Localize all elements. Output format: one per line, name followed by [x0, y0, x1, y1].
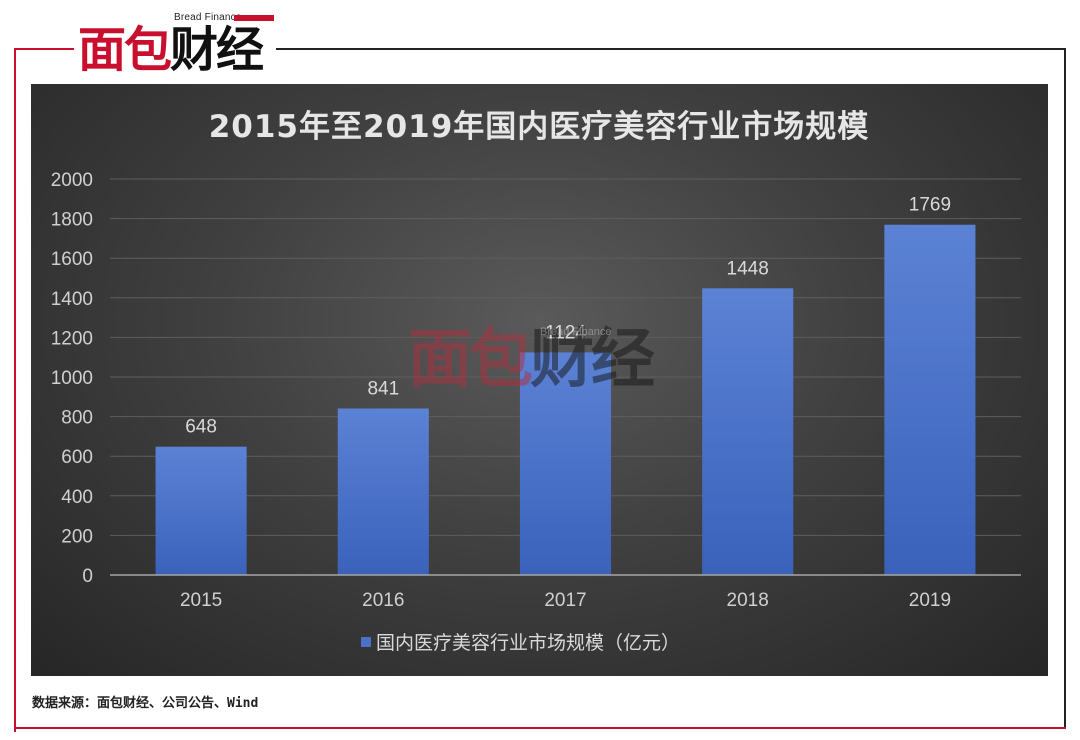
bar-2018 — [702, 288, 794, 575]
brand-wordmark-rest: 财经 — [170, 22, 264, 78]
brand-wordmark: 面包财经 — [78, 22, 264, 78]
data-label-2016: 841 — [367, 378, 399, 399]
y-tick-label: 400 — [61, 487, 93, 508]
legend-swatch — [361, 637, 371, 647]
bar-2015 — [155, 446, 247, 575]
bar-2017 — [519, 352, 612, 575]
frame-bottom-border — [14, 727, 1066, 729]
legend-label: 国内医疗美容行业市场规模（亿元） — [376, 632, 680, 654]
y-tick-label: 600 — [61, 447, 93, 468]
y-tick-label: 2000 — [51, 170, 93, 191]
frame-right-border — [1064, 48, 1066, 728]
brand-wordmark-accent: 面包 — [78, 22, 172, 78]
x-tick-label: 2015 — [180, 590, 222, 611]
source-note: 数据来源：面包财经、公司公告、Wind — [32, 696, 259, 711]
data-label-2017: 1124 — [545, 322, 586, 343]
data-label-2018: 1448 — [727, 258, 769, 279]
frame-top-left-border — [14, 48, 74, 50]
axes: 0 200 400 600 800 1000 1200 1400 1600 1800 2000 201… — [51, 170, 1021, 611]
y-tick-label: 1200 — [51, 328, 93, 349]
x-tick-label: 2016 — [362, 590, 404, 611]
data-label-2015: 648 — [185, 417, 217, 438]
frame-left-border — [14, 48, 16, 732]
y-tick-label: 1800 — [51, 210, 93, 231]
x-tick-label: 2017 — [544, 590, 586, 611]
brand-logo: Bread Finance 面包财经 — [78, 10, 274, 82]
y-tick-label: 0 — [82, 566, 93, 587]
bar-2019 — [884, 224, 976, 575]
y-tick-label: 1000 — [51, 368, 93, 389]
bars — [155, 224, 976, 575]
data-label-2019: 1769 — [909, 195, 951, 216]
x-tick-label: 2019 — [909, 590, 951, 611]
brand-accent-bar — [234, 15, 274, 21]
y-tick-label: 200 — [61, 526, 93, 547]
watermark-subtitle: Bread Finance — [540, 326, 612, 338]
chart-title: 2015年至2019年国内医疗美容行业市场规模 — [209, 109, 870, 145]
y-tick-label: 1400 — [51, 289, 93, 310]
bar-2016 — [337, 408, 429, 575]
frame-top-border — [276, 48, 1065, 50]
x-tick-label: 2018 — [727, 590, 769, 611]
brand-subtitle: Bread Finance — [174, 12, 242, 23]
data-labels: 648 841 1124 1448 1769 — [185, 195, 951, 438]
y-tick-label: 800 — [61, 408, 93, 429]
legend: 国内医疗美容行业市场规模（亿元） — [361, 632, 680, 654]
y-tick-label: 1600 — [51, 249, 93, 270]
